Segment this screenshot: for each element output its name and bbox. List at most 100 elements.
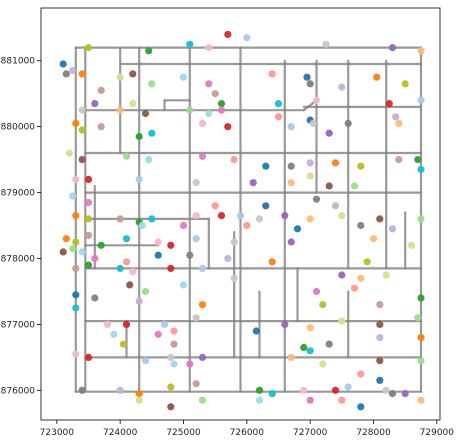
data-point (179, 73, 188, 81)
data-point (205, 80, 213, 88)
data-point (103, 320, 112, 328)
data-point (417, 396, 425, 404)
data-point (417, 96, 425, 104)
data-point (281, 320, 289, 328)
data-point (274, 113, 283, 121)
data-point (325, 182, 333, 190)
data-point (224, 30, 232, 38)
data-point (72, 264, 80, 272)
data-point (72, 175, 80, 183)
data-point (306, 347, 314, 355)
data-point (84, 215, 93, 223)
road-network (74, 46, 423, 393)
data-point (417, 47, 425, 55)
data-point (338, 83, 346, 91)
data-point (97, 241, 105, 249)
data-point (59, 248, 67, 256)
y-tick-label: 878000 (1, 254, 36, 264)
data-point (338, 396, 346, 404)
data-point (293, 225, 302, 233)
y-tick-label: 881000 (1, 57, 36, 67)
data-point (97, 86, 105, 94)
data-point (91, 254, 99, 263)
data-point (211, 202, 219, 210)
data-point (268, 258, 276, 266)
data-point (417, 357, 425, 365)
data-point (338, 317, 346, 325)
data-point (255, 386, 264, 394)
y-tick-label: 880000 (1, 123, 36, 133)
data-point (179, 281, 188, 289)
data-point (414, 314, 422, 322)
x-tick-label: 726000 (230, 428, 265, 438)
data-point (78, 386, 86, 394)
data-point (388, 44, 397, 52)
data-point (129, 268, 137, 276)
data-point (116, 386, 124, 394)
data-point (198, 353, 207, 361)
data-point (84, 231, 93, 239)
data-point (84, 198, 93, 207)
x-tick-label: 727000 (293, 428, 328, 438)
data-point (306, 172, 314, 180)
data-point (363, 258, 371, 266)
data-point (417, 215, 425, 223)
data-point (138, 221, 146, 230)
data-point (388, 390, 397, 398)
data-point (167, 264, 175, 272)
data-point (217, 212, 226, 220)
data-point (287, 238, 295, 246)
x-axis-ticks: 723000 724000 725000 726000 727000 728000 7290… (40, 420, 454, 438)
data-point (122, 235, 131, 243)
data-point (338, 212, 346, 220)
data-point (417, 334, 425, 342)
data-point (192, 314, 200, 322)
data-point (78, 156, 86, 164)
data-point (167, 383, 175, 391)
data-point (97, 123, 105, 131)
data-point (373, 73, 381, 81)
data-point (72, 119, 80, 127)
data-point (62, 235, 70, 243)
data-point (170, 360, 178, 368)
data-point (331, 159, 340, 167)
data-point (306, 396, 314, 404)
data-point (357, 274, 365, 282)
data-point (198, 152, 207, 160)
y-tick-label: 879000 (1, 189, 36, 199)
data-point (376, 357, 384, 365)
data-point (141, 357, 150, 365)
data-point (287, 179, 295, 187)
data-point (382, 271, 390, 279)
data-point (417, 294, 425, 302)
data-point (249, 179, 257, 187)
data-point (392, 113, 400, 121)
y-axis-ticks: 876000 877000 878000 879000 880000 881000 (1, 57, 41, 396)
data-point (91, 100, 99, 108)
data-point (135, 390, 143, 398)
y-tick-label: 877000 (1, 320, 36, 330)
data-point (376, 320, 384, 328)
data-point (145, 47, 153, 55)
data-point (167, 403, 175, 411)
data-point (84, 44, 93, 52)
data-point (287, 353, 295, 361)
data-point (350, 284, 359, 292)
data-point (170, 327, 178, 335)
data-point (230, 156, 238, 164)
data-point (170, 340, 178, 348)
data-points (59, 30, 425, 411)
data-point (116, 215, 124, 223)
data-point (401, 80, 409, 88)
data-point (72, 212, 80, 220)
data-point (72, 291, 80, 299)
data-point (312, 96, 321, 104)
data-point (72, 238, 80, 246)
data-point (376, 301, 384, 309)
data-point (122, 258, 131, 266)
data-point (141, 109, 150, 118)
data-point (192, 179, 200, 187)
data-point (306, 80, 314, 88)
data-point (84, 175, 93, 183)
